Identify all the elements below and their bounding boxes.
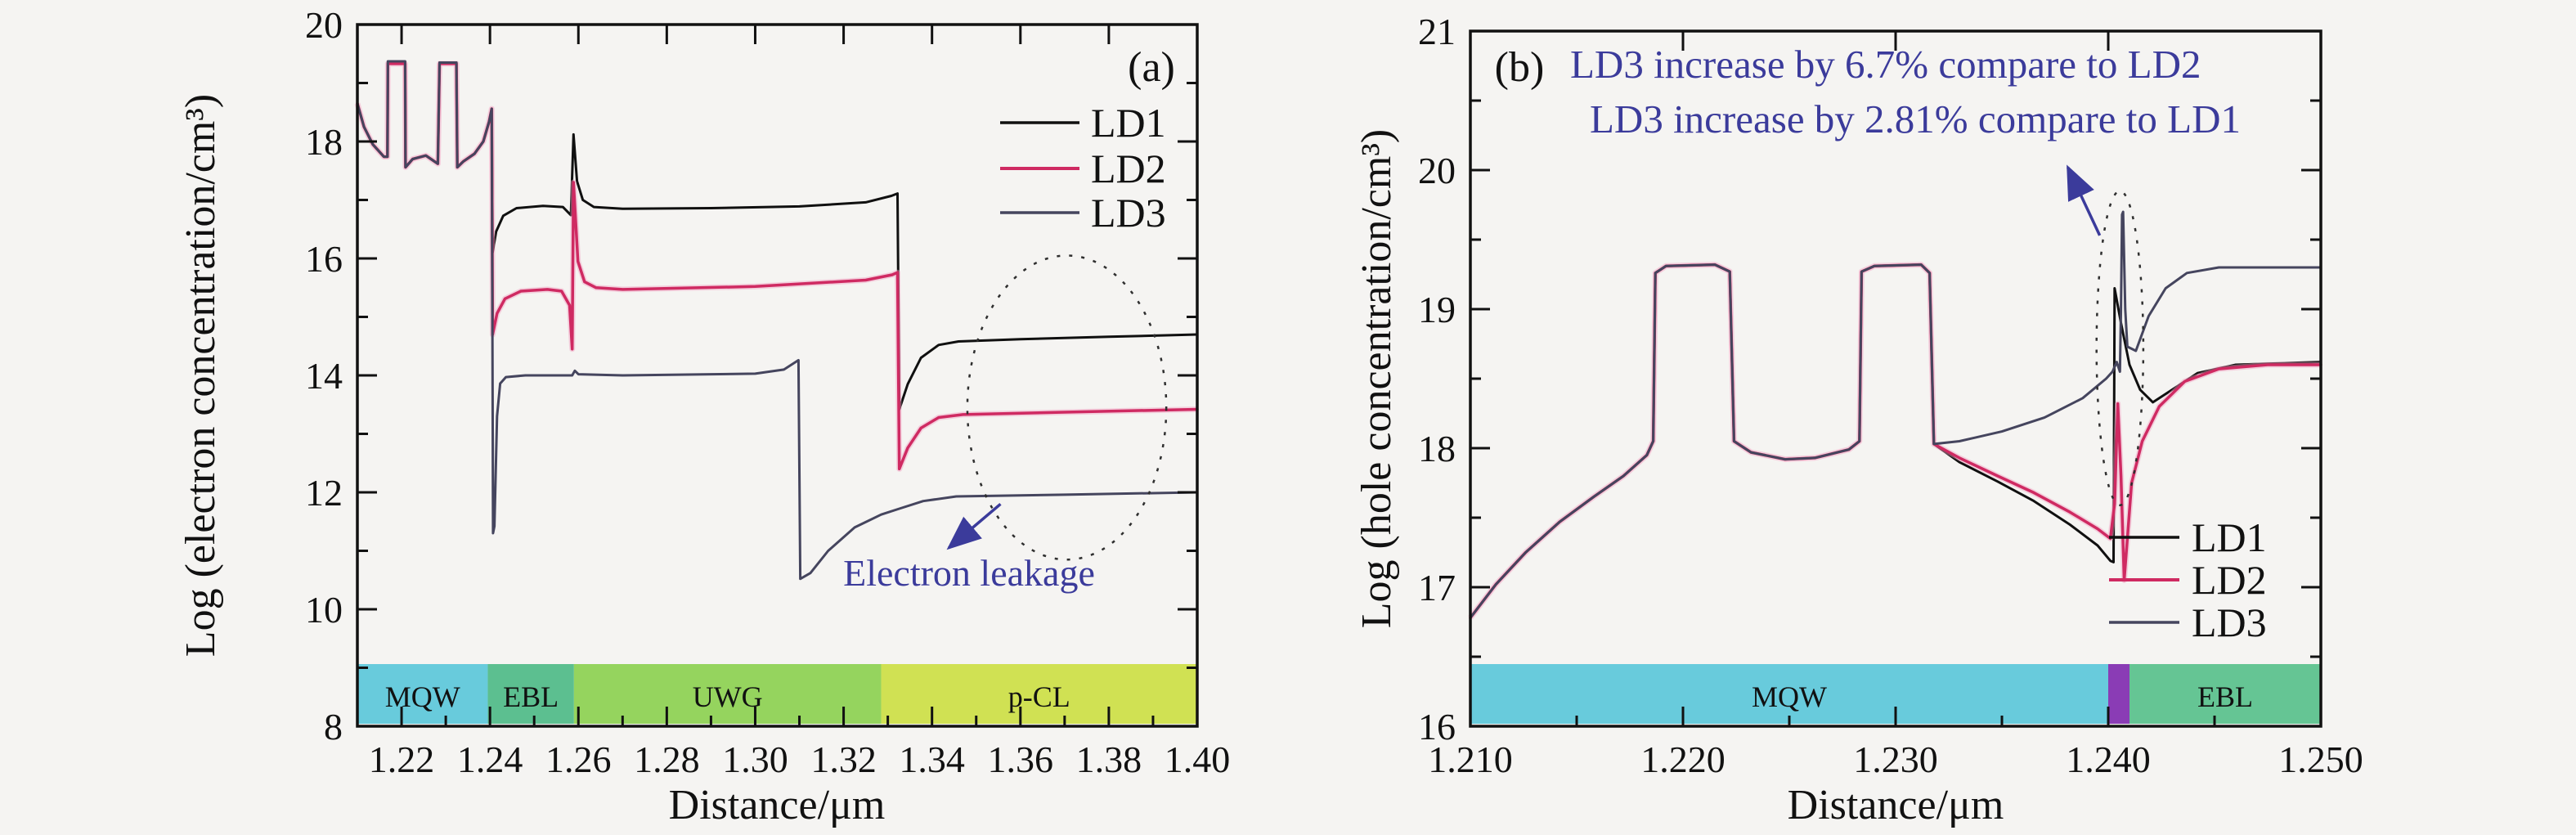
y-tick-label: 20 bbox=[305, 4, 343, 46]
panel-b-y-axis-title: Log (hole concentration/cm³) bbox=[1353, 129, 1400, 628]
x-tick-label: 1.30 bbox=[722, 738, 788, 780]
panel-b-x-axis-title: Distance/μm bbox=[1788, 782, 2004, 828]
x-tick-label: 1.24 bbox=[457, 738, 523, 780]
y-tick-label: 16 bbox=[305, 238, 343, 280]
y-tick-label: 18 bbox=[305, 121, 343, 163]
layer-band-p-CL bbox=[881, 664, 1197, 724]
band-label-EBL: EBL bbox=[2197, 680, 2253, 713]
x-tick-label: 1.38 bbox=[1076, 738, 1142, 780]
panel-b: MQW EBL 1.210 1.220 1.230 1.240 1.250 16 17 18 19… bbox=[1353, 11, 2363, 828]
layer-band-separator bbox=[2108, 664, 2129, 724]
y-tick-label: 20 bbox=[1418, 150, 1456, 191]
band-label-MQW: MQW bbox=[1752, 680, 1827, 713]
layer-band-MQW bbox=[357, 664, 488, 724]
panel-b-label: (b) bbox=[1495, 44, 1545, 91]
panel-a-label: (a) bbox=[1128, 44, 1175, 91]
x-tick-label: 1.36 bbox=[988, 738, 1054, 780]
annotation-arrow bbox=[2067, 164, 2102, 236]
legend-label-LD1: LD1 bbox=[2192, 514, 2267, 560]
legend-label-LD2: LD2 bbox=[1091, 146, 1166, 191]
y-tick-label: 17 bbox=[1418, 567, 1456, 608]
annotation-ellipse bbox=[2095, 190, 2145, 506]
x-tick-label: 1.250 bbox=[2278, 738, 2363, 780]
panel-a-y-axis-title: Log (electron concentration/cm³) bbox=[177, 94, 224, 657]
layer-band-MQW bbox=[1470, 664, 2108, 724]
y-tick-label: 10 bbox=[305, 589, 343, 631]
legend-label-LD2: LD2 bbox=[2192, 557, 2267, 603]
panel-a-x-axis-title: Distance/μm bbox=[669, 782, 886, 828]
layer-band-EBL bbox=[487, 664, 574, 724]
increase-annotation-line2: LD3 increase by 2.81% compare to LD1 bbox=[1590, 97, 2241, 141]
x-tick-label: 1.40 bbox=[1165, 738, 1231, 780]
band-label-EBL: EBL bbox=[503, 680, 559, 713]
x-tick-label: 1.28 bbox=[634, 738, 700, 780]
x-tick-label: 1.230 bbox=[1853, 738, 1938, 780]
panel-a: MQW EBL UWG p-CL 1.22 1.24 1.26 1.28 1.30 1.32 1.… bbox=[177, 4, 1230, 828]
band-label-UWG: UWG bbox=[693, 680, 763, 713]
x-tick-label: 1.240 bbox=[2066, 738, 2151, 780]
y-tick-label: 16 bbox=[1418, 706, 1456, 747]
x-tick-label: 1.220 bbox=[1640, 738, 1726, 780]
y-tick-label: 21 bbox=[1418, 11, 1456, 52]
layer-band-UWG bbox=[573, 664, 882, 724]
y-tick-label: 18 bbox=[1418, 428, 1456, 469]
electron-leakage-annotation: Electron leakage bbox=[843, 552, 1095, 594]
band-label-p-CL: p-CL bbox=[1008, 680, 1070, 713]
series-LD3-curve bbox=[1469, 210, 2322, 619]
y-tick-label: 12 bbox=[305, 472, 343, 514]
y-tick-label: 19 bbox=[1418, 289, 1456, 330]
x-tick-label: 1.34 bbox=[899, 738, 965, 780]
x-tick-label: 1.32 bbox=[810, 738, 877, 780]
increase-annotation-line1: LD3 increase by 6.7% compare to LD2 bbox=[1570, 42, 2201, 87]
annotation-ellipse bbox=[966, 254, 1168, 561]
y-tick-label: 14 bbox=[305, 355, 343, 397]
annotation-arrow bbox=[946, 502, 1002, 550]
x-tick-label: 1.22 bbox=[369, 738, 435, 780]
layer-band-EBL bbox=[2129, 664, 2321, 724]
y-tick-label: 8 bbox=[324, 706, 343, 747]
band-label-MQW: MQW bbox=[385, 680, 460, 713]
legend-label-LD1: LD1 bbox=[1091, 100, 1166, 146]
legend-label-LD3: LD3 bbox=[2192, 599, 2267, 645]
x-tick-label: 1.26 bbox=[545, 738, 612, 780]
x-tick-label: 1.210 bbox=[1428, 738, 1513, 780]
legend-label-LD3: LD3 bbox=[1091, 190, 1166, 236]
series-LD3-curve bbox=[356, 60, 1199, 581]
